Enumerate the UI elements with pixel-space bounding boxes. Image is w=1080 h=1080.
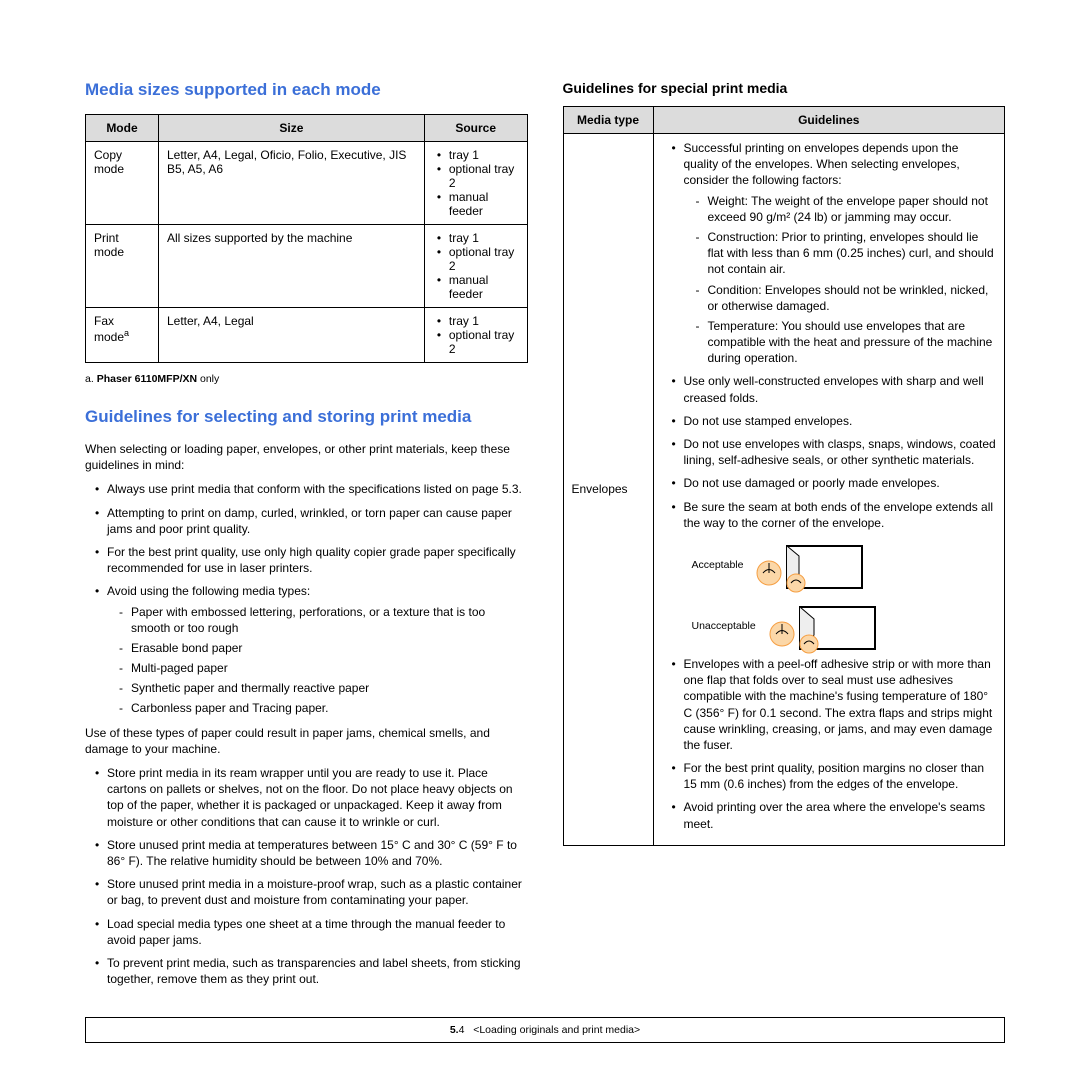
col-media-type: Media type xyxy=(563,107,653,134)
figure-label: Unacceptable xyxy=(692,620,756,632)
intro-paragraph: When selecting or loading paper, envelop… xyxy=(85,441,528,473)
envelope-notes-list: Envelopes with a peel-off adhesive strip… xyxy=(662,656,997,832)
col-mode: Mode xyxy=(86,115,159,142)
two-column-layout: Media sizes supported in each mode Mode … xyxy=(85,80,1005,995)
special-media-table: Media type Guidelines Envelopes Successf… xyxy=(563,106,1006,846)
guideline-list-1: Always use print media that conform with… xyxy=(85,481,528,716)
media-modes-table: Mode Size Source Copy modeLetter, A4, Le… xyxy=(85,114,528,363)
envelope-guidelines-cell: Successful printing on envelopes depends… xyxy=(653,134,1005,846)
media-type-label: Envelopes xyxy=(563,134,653,846)
figure-label: Acceptable xyxy=(692,559,744,571)
guideline-list-2: Store print media in its ream wrapper un… xyxy=(85,765,528,987)
document-page: Media sizes supported in each mode Mode … xyxy=(0,0,1080,1080)
col-size: Size xyxy=(158,115,424,142)
right-column: Guidelines for special print media Media… xyxy=(563,80,1006,995)
table-footnote: a. Phaser 6110MFP/XN only xyxy=(85,373,528,385)
heading-media-sizes: Media sizes supported in each mode xyxy=(85,80,528,100)
page-footer: 5.4 <Loading originals and print media> xyxy=(85,1017,1005,1043)
table-row: Envelopes Successful printing on envelop… xyxy=(563,134,1005,846)
envelope-intro-list: Successful printing on envelopes depends… xyxy=(662,140,997,366)
col-guidelines: Guidelines xyxy=(653,107,1005,134)
warning-paragraph: Use of these types of paper could result… xyxy=(85,725,528,757)
col-source: Source xyxy=(424,115,527,142)
figure-unacceptable: Unacceptable xyxy=(692,599,997,654)
figure-acceptable: Acceptable xyxy=(692,538,997,593)
left-column: Media sizes supported in each mode Mode … xyxy=(85,80,528,995)
envelope-icon xyxy=(749,538,869,593)
heading-guidelines-selecting: Guidelines for selecting and storing pri… xyxy=(85,407,528,427)
envelope-rules-list: Use only well-constructed envelopes with… xyxy=(662,373,997,531)
envelope-icon xyxy=(762,599,882,654)
heading-special-media: Guidelines for special print media xyxy=(563,80,1006,96)
